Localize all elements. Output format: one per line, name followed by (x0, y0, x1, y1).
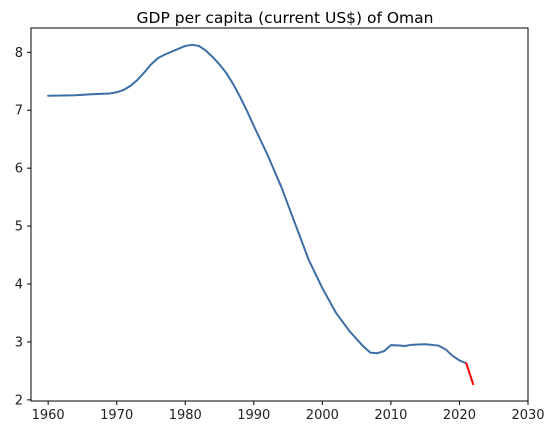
y-tick-label: 2 (15, 393, 23, 408)
y-tick-label: 4 (15, 278, 23, 293)
y-tick-label: 6 (15, 162, 23, 177)
series-line-projection (465, 362, 475, 386)
y-tick-label: 8 (15, 46, 23, 61)
plot-area (30, 27, 529, 402)
x-tick-label: 1970 (100, 408, 133, 423)
x-tick-label: 1980 (169, 408, 202, 423)
x-tick-label: 2000 (306, 408, 339, 423)
chart-title: GDP per capita (current US$) of Oman (137, 9, 434, 27)
x-tick-label: 1960 (32, 408, 65, 423)
x-tick-label: 2020 (443, 408, 476, 423)
y-tick-label: 7 (15, 104, 23, 119)
x-tick-label: 2010 (374, 408, 407, 423)
series-line-historical (47, 43, 468, 365)
x-tick-label: 1990 (237, 408, 270, 423)
x-tick-label: 2030 (511, 408, 544, 423)
y-tick-label: 3 (15, 335, 23, 350)
y-tick-label: 5 (15, 220, 23, 235)
